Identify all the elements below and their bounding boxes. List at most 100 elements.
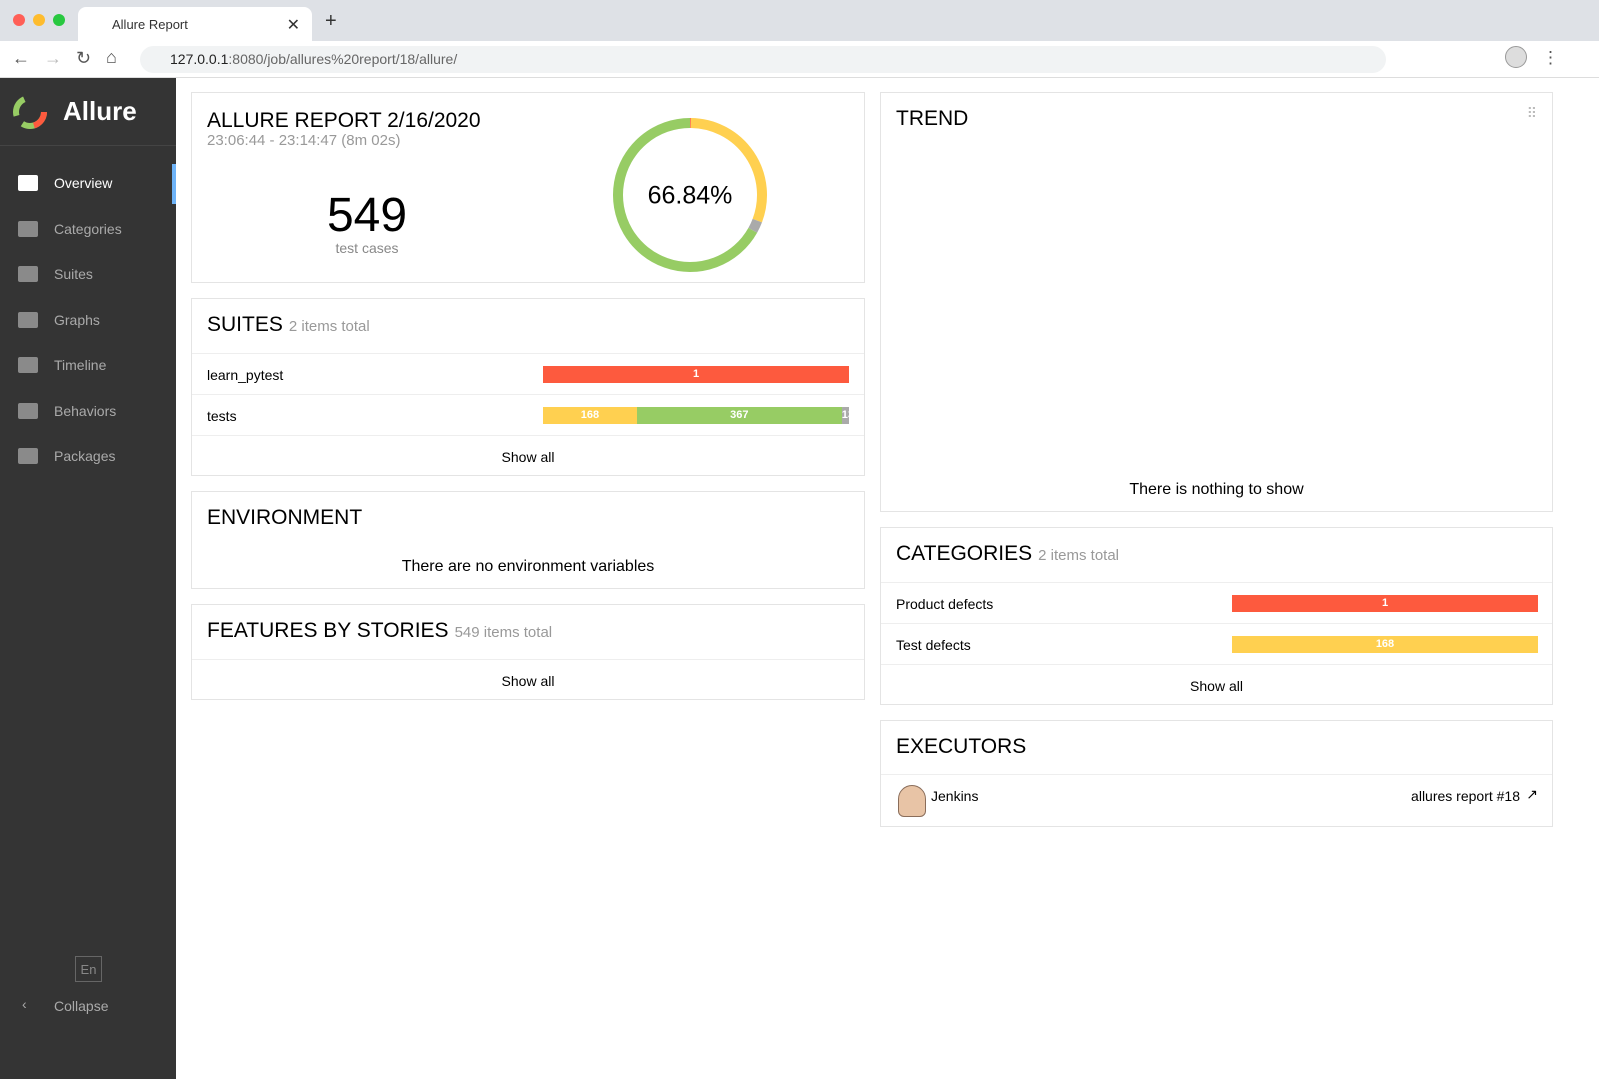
environment-message: There are no environment variables: [401, 558, 655, 575]
executors-title: EXECUTORS: [896, 735, 1027, 758]
nav-item[interactable]: Packages: [0, 437, 176, 477]
tab-title: Allure Report: [112, 17, 188, 32]
jenkins-avatar: [898, 785, 926, 817]
list-row[interactable]: Test defects 168: [881, 623, 1552, 664]
nav-icon: [18, 175, 38, 191]
segment-label: 1: [1381, 597, 1389, 609]
nav-label: Graphs: [54, 311, 100, 328]
features-subtitle: 549 items total: [454, 624, 553, 641]
forward-button[interactable]: →: [44, 48, 62, 68]
nav-item[interactable]: Overview: [0, 164, 176, 204]
segment-label: 168: [580, 409, 600, 421]
url-path: :8080/job/allures%20report/18/allure/: [228, 51, 458, 67]
environment-title: ENVIRONMENT: [207, 506, 363, 529]
status-donut: 66.84%: [613, 117, 767, 272]
close-window[interactable]: [13, 14, 25, 26]
categories-heading: CATEGORIES: [896, 542, 1033, 565]
nav-icon: [18, 266, 38, 282]
nav-icon: [18, 357, 38, 373]
status-bar: 1: [543, 366, 849, 383]
bar-segment: 1: [543, 366, 849, 383]
browser-menu[interactable]: ⋮: [1542, 48, 1559, 67]
nav-label: Timeline: [54, 357, 107, 373]
nav-icon: [18, 311, 38, 328]
maximize-window[interactable]: [53, 14, 65, 26]
browser-tab[interactable]: Allure Report ✕: [78, 7, 312, 41]
environment-card: ENVIRONMENT There are no environment var…: [191, 491, 865, 589]
segment-label: 13: [841, 409, 854, 421]
close-tab[interactable]: ✕: [286, 17, 300, 34]
segment-label: 168: [1375, 638, 1395, 650]
executor-name: Jenkins: [931, 788, 979, 804]
nav-item[interactable]: Behaviors: [0, 392, 176, 432]
test-count-label: test cases: [335, 240, 399, 256]
nav-item[interactable]: Graphs: [0, 301, 176, 341]
pass-percent: 66.84%: [648, 182, 733, 210]
logo-ring-red: [13, 95, 47, 129]
profile-avatar[interactable]: [1505, 46, 1527, 68]
summary-card: ALLURE REPORT 2/16/2020 23:06:44 - 23:14…: [191, 92, 865, 283]
drag-handle[interactable]: ⠿: [1526, 105, 1537, 121]
brand-logo: [13, 95, 47, 129]
features-title: FEATURES BY STORIES 549 items total: [207, 619, 552, 643]
nav-item[interactable]: Categories: [0, 210, 176, 250]
nav-label: Behaviors: [54, 402, 117, 419]
nav-icon: [18, 220, 38, 237]
tab-bar: Allure Report ✕ +: [0, 0, 1599, 41]
trend-card: TREND ⠿ There is nothing to show: [880, 92, 1553, 512]
report-time: 23:06:44 - 23:14:47 (8m 02s): [207, 132, 401, 149]
suites-title: SUITES 2 items total: [207, 313, 370, 337]
row-name: Product defects: [896, 596, 994, 612]
test-count: 549: [326, 189, 408, 242]
divider: [0, 145, 176, 146]
suites-heading: SUITES: [207, 313, 283, 336]
language-switch[interactable]: En: [75, 956, 102, 982]
minimize-window[interactable]: [33, 14, 45, 26]
home-button[interactable]: ⌂: [106, 47, 117, 67]
collapse-icon[interactable]: ‹: [22, 996, 27, 1012]
url-field[interactable]: 127.0.0.1:8080/job/allures%20report/18/a…: [140, 46, 1386, 73]
nav-label: Categories: [54, 220, 122, 237]
donut-segment: [690, 118, 767, 223]
trend-message: There is nothing to show: [1129, 481, 1304, 498]
list-row[interactable]: learn_pytest 1: [192, 353, 864, 394]
segment-label: 1: [692, 368, 700, 380]
nav-label: Overview: [54, 175, 113, 191]
collapse-button[interactable]: Collapse: [54, 998, 109, 1014]
row-name: learn_pytest: [207, 367, 284, 383]
donut-segment: [613, 118, 758, 272]
features-show-all[interactable]: Show all: [192, 659, 864, 700]
categories-card: CATEGORIES 2 items total Show all Product…: [880, 527, 1553, 705]
suites-card: SUITES 2 items total Show all learn_pytes…: [191, 298, 865, 476]
row-name: Test defects: [896, 637, 971, 653]
features-heading: FEATURES BY STORIES: [207, 619, 449, 642]
back-button[interactable]: ←: [12, 48, 30, 68]
bar-segment: 168: [1232, 636, 1538, 653]
new-tab[interactable]: +: [325, 10, 337, 32]
executors-card: EXECUTORS Jenkins allures report #18 ↗: [880, 720, 1553, 827]
nav-label: Packages: [54, 448, 116, 464]
list-row[interactable]: Product defects 1: [881, 582, 1552, 623]
external-link-icon[interactable]: ↗: [1526, 786, 1538, 802]
suites-subtitle: 2 items total: [288, 318, 370, 335]
nav-item[interactable]: Suites: [0, 255, 176, 295]
status-bar: 1: [1232, 595, 1538, 612]
reload-button[interactable]: ↻: [76, 48, 92, 68]
categories-title: CATEGORIES 2 items total: [896, 542, 1119, 566]
bar-segment: 13: [841, 407, 854, 424]
nav-label: Suites: [54, 266, 93, 282]
nav-icon: [18, 402, 38, 419]
list-row[interactable]: tests 168 367 13: [192, 394, 864, 435]
report-title: ALLURE REPORT 2/16/2020: [207, 109, 481, 132]
bar-segment: 1: [1232, 595, 1538, 612]
executor-link[interactable]: allures report #18: [1411, 788, 1520, 804]
suites-show-all[interactable]: Show all: [192, 435, 864, 476]
segment-label: 367: [730, 409, 749, 421]
donut-segment: [748, 218, 762, 233]
categories-show-all[interactable]: Show all: [881, 664, 1552, 705]
bar-segment: 168: [543, 407, 637, 424]
url-host: 127.0.0.1: [170, 51, 229, 67]
nav-item[interactable]: Timeline: [0, 346, 176, 386]
bar-segment: 367: [636, 407, 842, 424]
